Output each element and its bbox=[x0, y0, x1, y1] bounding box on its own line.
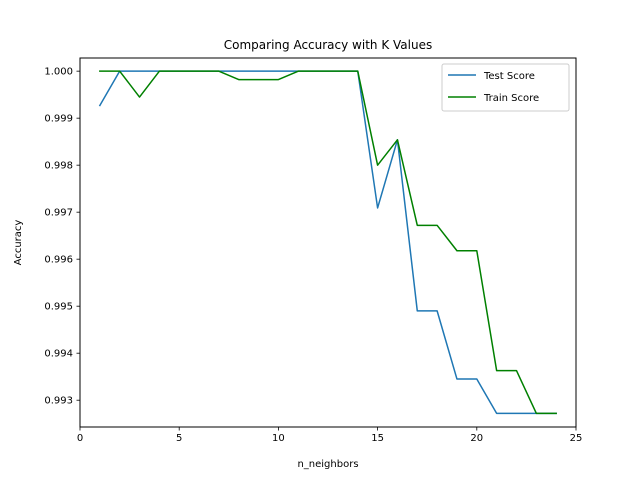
legend-label: Train Score bbox=[483, 93, 539, 104]
y-tick-label: 0.996 bbox=[44, 255, 73, 266]
series-line-train-score bbox=[99, 70, 557, 415]
axes-frame bbox=[79, 57, 577, 428]
x-axis-label: n_neighbors bbox=[297, 459, 358, 470]
y-tick-label: 0.997 bbox=[44, 208, 73, 219]
y-tick-label: 0.993 bbox=[44, 396, 73, 407]
x-tick-label: 25 bbox=[570, 433, 583, 444]
plot-area bbox=[98, 70, 557, 415]
x-tick-label: 15 bbox=[371, 433, 384, 444]
legend-label: Test Score bbox=[483, 71, 535, 82]
x-axis: 0 5 10 15 20 25 bbox=[77, 427, 583, 444]
chart-title: Comparing Accuracy with K Values bbox=[224, 38, 432, 52]
y-axis-label: Accuracy bbox=[13, 220, 24, 266]
x-tick-label: 0 bbox=[77, 433, 83, 444]
x-tick-label: 10 bbox=[272, 433, 285, 444]
y-tick-label: 0.998 bbox=[44, 161, 73, 172]
legend: Test Score Train Score bbox=[441, 63, 570, 112]
y-tick-label: 0.994 bbox=[44, 349, 73, 360]
y-tick-label: 1.000 bbox=[44, 67, 73, 78]
y-axis: 0.993 0.994 0.995 0.996 0.997 0.998 0.999 1.000 bbox=[44, 67, 80, 407]
y-tick-label: 0.995 bbox=[44, 302, 73, 313]
x-tick-label: 5 bbox=[176, 433, 182, 444]
x-tick-label: 20 bbox=[470, 433, 483, 444]
y-tick-label: 0.999 bbox=[44, 114, 73, 125]
